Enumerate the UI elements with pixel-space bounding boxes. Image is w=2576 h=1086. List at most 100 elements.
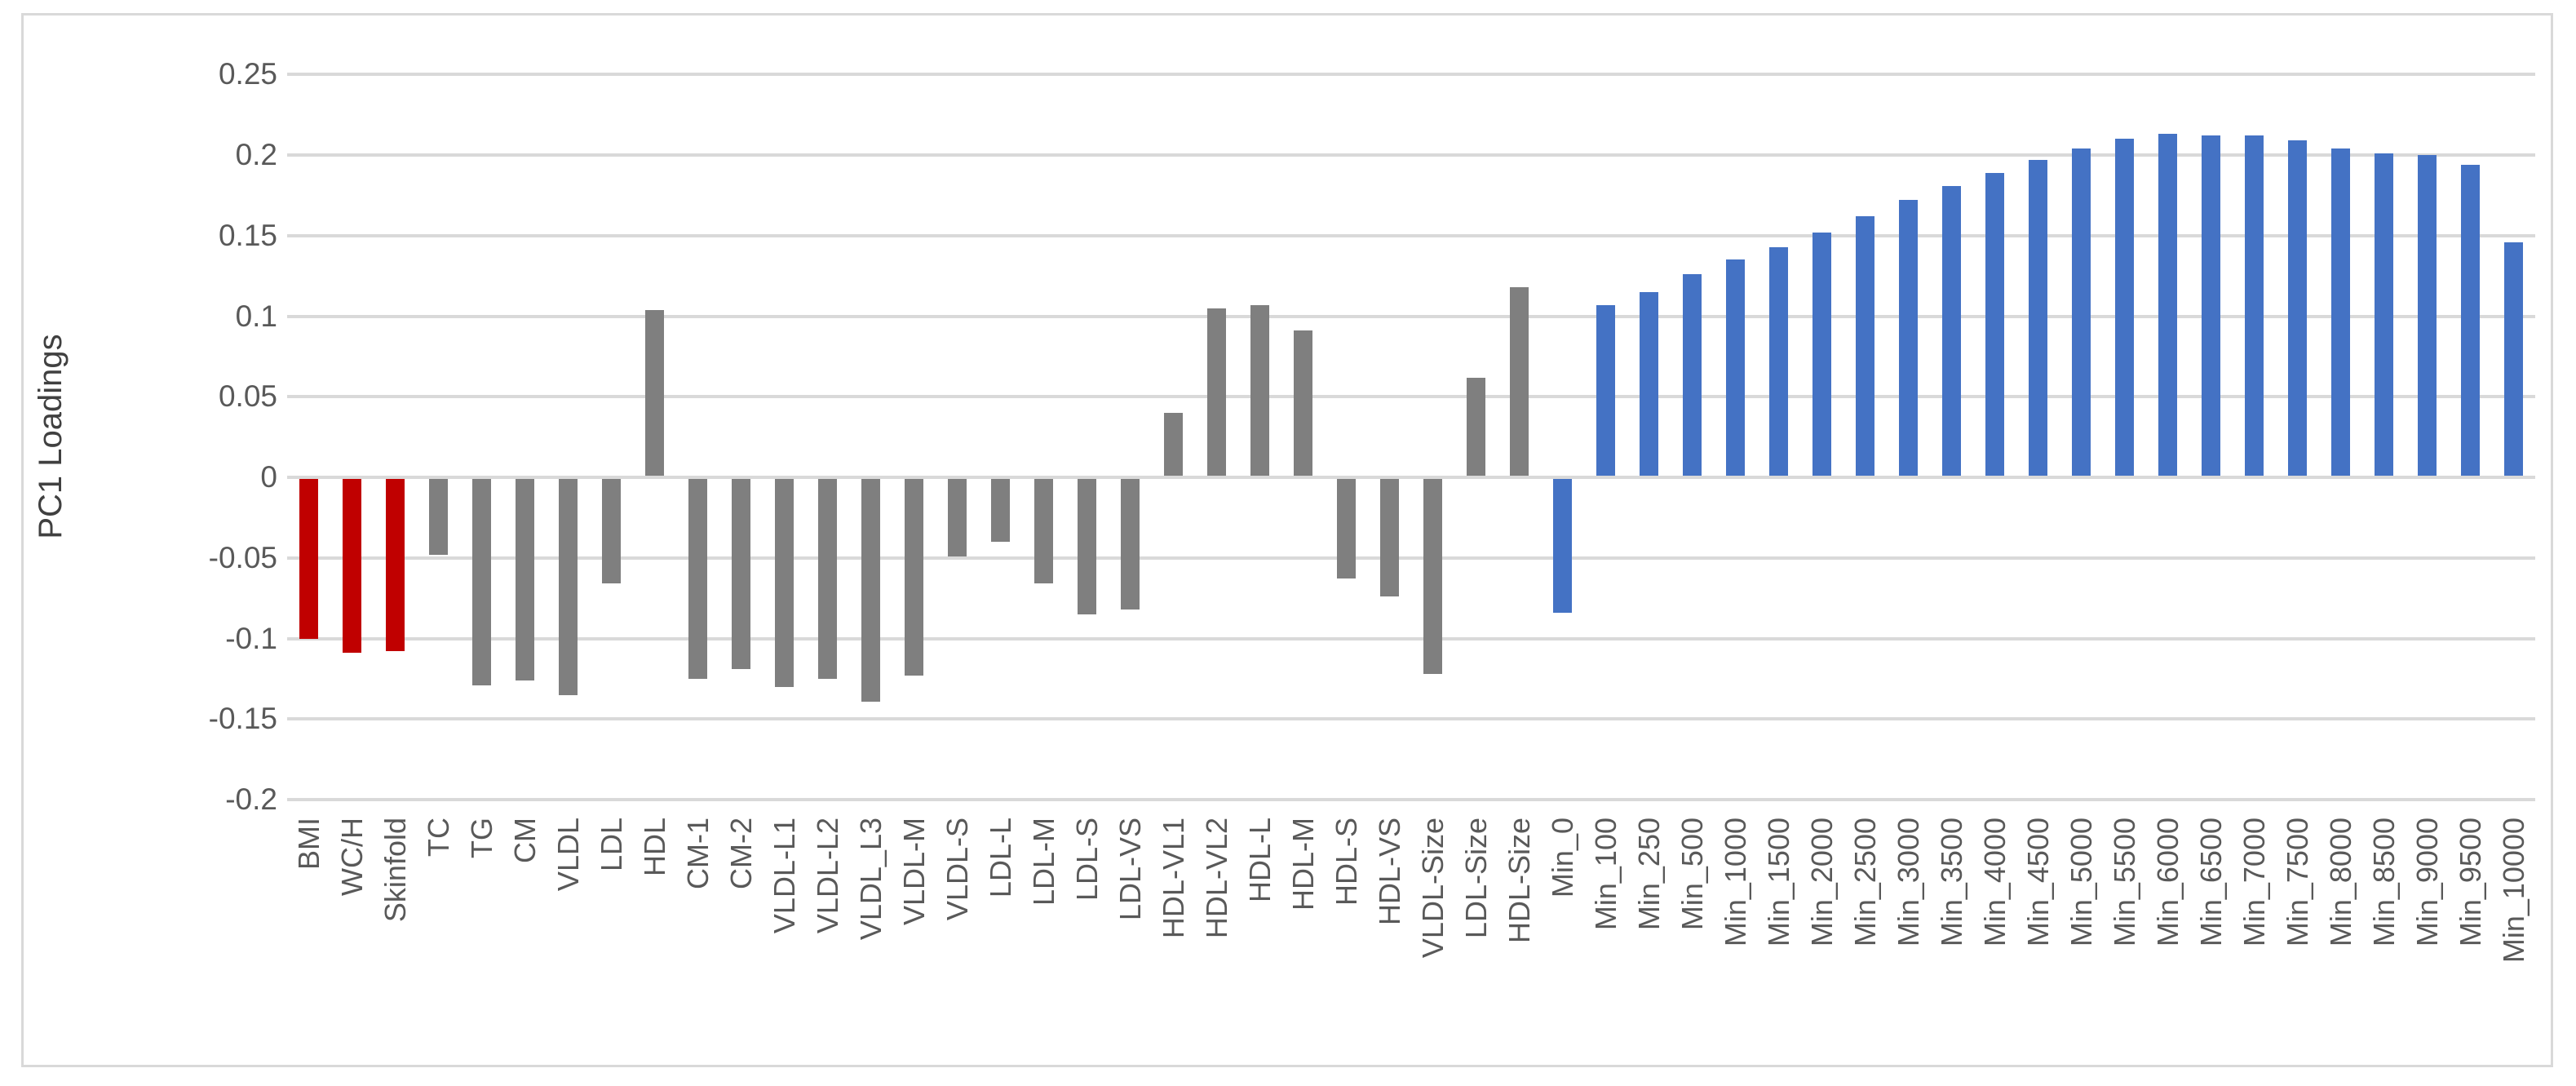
bar-CM [516,479,534,680]
gridline [287,636,2535,641]
x-label-HDL-L: HDL-L [1242,818,1277,903]
x-label-VLDL-L2: VLDL-L2 [810,818,844,934]
y-tick-label: 0 [260,460,277,494]
bar-VLDL-M [905,479,923,676]
x-label-VLDL-M: VLDL-M [896,818,931,926]
bar-Min_2000 [1812,232,1831,476]
x-label-Min_6500: Min_6500 [2193,818,2228,947]
bar-LDL-S [1078,479,1096,614]
x-label-HDL-VL2: HDL-VL2 [1199,818,1233,939]
x-label-VLDL-S: VLDL-S [940,818,974,921]
bar-TC [429,479,448,555]
bar-Min_2500 [1856,216,1874,476]
bar-CM-1 [688,479,707,679]
bar-Min_1000 [1726,259,1745,476]
gridline [287,233,2535,237]
bar-LDL-VS [1121,479,1140,609]
bar-LDL-M [1034,479,1053,584]
x-label-TC: TC [421,818,455,857]
bar-Min_6000 [2158,134,2177,476]
x-label-Min_500: Min_500 [1675,818,1709,931]
x-label-Min_1500: Min_1500 [1761,818,1795,947]
bar-Min_5500 [2115,139,2134,476]
y-tick-label: -0.2 [225,782,277,816]
y-tick-label: 0.25 [218,57,277,91]
x-label-WC/H: WC/H [334,818,369,896]
x-label-Min_9500: Min_9500 [2453,818,2487,947]
y-tick-label: 0.15 [218,218,277,252]
bar-VLDL [559,479,578,695]
bar-VLDL-Size [1423,479,1442,674]
bar-VLDL-L1 [775,479,794,687]
bar-Min_5000 [2072,148,2091,476]
x-label-Min_100: Min_100 [1588,818,1622,931]
bar-Min_9500 [2461,164,2480,476]
x-label-Min_1000: Min_1000 [1718,818,1752,947]
bar-Min_7000 [2245,135,2264,476]
y-tick-label: 0.2 [235,138,277,171]
gridline [287,717,2535,721]
x-label-Min_4500: Min_4500 [2021,818,2055,947]
x-label-VLDL_L3: VLDL_L3 [853,818,887,941]
bar-HDL-L [1250,304,1269,476]
x-label-HDL: HDL [637,818,671,877]
bar-Min_7500 [2288,140,2307,476]
x-label-HDL-VS: HDL-VS [1372,818,1406,926]
bar-Min_8500 [2375,153,2393,476]
bar-LDL [602,479,621,584]
bar-Min_9000 [2418,155,2437,476]
x-label-Min_8000: Min_8000 [2323,818,2357,947]
y-tick-label: 0.1 [235,299,277,333]
x-label-BMI: BMI [291,818,325,871]
bar-WC/H [343,479,361,654]
bar-VLDL-L2 [818,479,837,679]
x-label-LDL-L: LDL-L [983,818,1017,898]
y-tick-label: -0.1 [225,621,277,655]
bar-Min_6500 [2202,135,2220,476]
x-label-LDL-S: LDL-S [1069,818,1104,902]
x-label-Min_0: Min_0 [1545,818,1579,898]
x-label-LDL: LDL [594,818,628,872]
bar-LDL-L [991,479,1010,542]
bar-HDL-VL2 [1207,308,1226,476]
bar-HDL-VS [1380,479,1399,597]
bar-HDL-Size [1510,286,1529,476]
x-label-VLDL-Size: VLDL-Size [1415,818,1450,959]
x-label-VLDL-L1: VLDL-L1 [767,818,801,934]
gridline [287,395,2535,399]
bar-Min_250 [1640,291,1658,476]
x-label-Min_9000: Min_9000 [2410,818,2444,947]
y-tick-label: 0.05 [218,379,277,414]
bar-Min_1500 [1769,246,1788,476]
x-label-LDL-VS: LDL-VS [1113,818,1147,921]
bar-Min_3500 [1942,185,1961,476]
gridline [287,314,2535,318]
x-label-Min_7000: Min_7000 [2237,818,2271,947]
bar-HDL-M [1294,330,1312,476]
y-tick-label: -0.15 [208,702,277,736]
bar-TG [472,479,491,685]
x-label-CM-2: CM-2 [724,818,758,889]
x-label-Skinfold: Skinfold [378,818,412,923]
x-label-HDL-S: HDL-S [1329,818,1363,906]
bar-Min_0 [1553,479,1572,613]
bar-Skinfold [386,479,405,652]
bar-CM-2 [732,479,750,670]
x-label-CM-1: CM-1 [680,818,715,889]
gridline [287,153,2535,157]
x-label-Min_5000: Min_5000 [2064,818,2098,947]
gridline [287,556,2535,560]
bar-Min_8000 [2331,148,2350,476]
x-label-HDL-M: HDL-M [1286,818,1320,911]
x-label-Min_8500: Min_8500 [2366,818,2401,947]
x-label-TG: TG [464,818,498,858]
bar-HDL [645,309,664,476]
x-label-LDL-Size: LDL-Size [1458,818,1493,939]
bar-VLDL-S [948,479,967,556]
gridline [287,476,2535,479]
x-label-Min_5500: Min_5500 [2107,818,2141,947]
x-label-HDL-Size: HDL-Size [1502,818,1536,944]
y-tick-label: -0.05 [208,540,277,574]
